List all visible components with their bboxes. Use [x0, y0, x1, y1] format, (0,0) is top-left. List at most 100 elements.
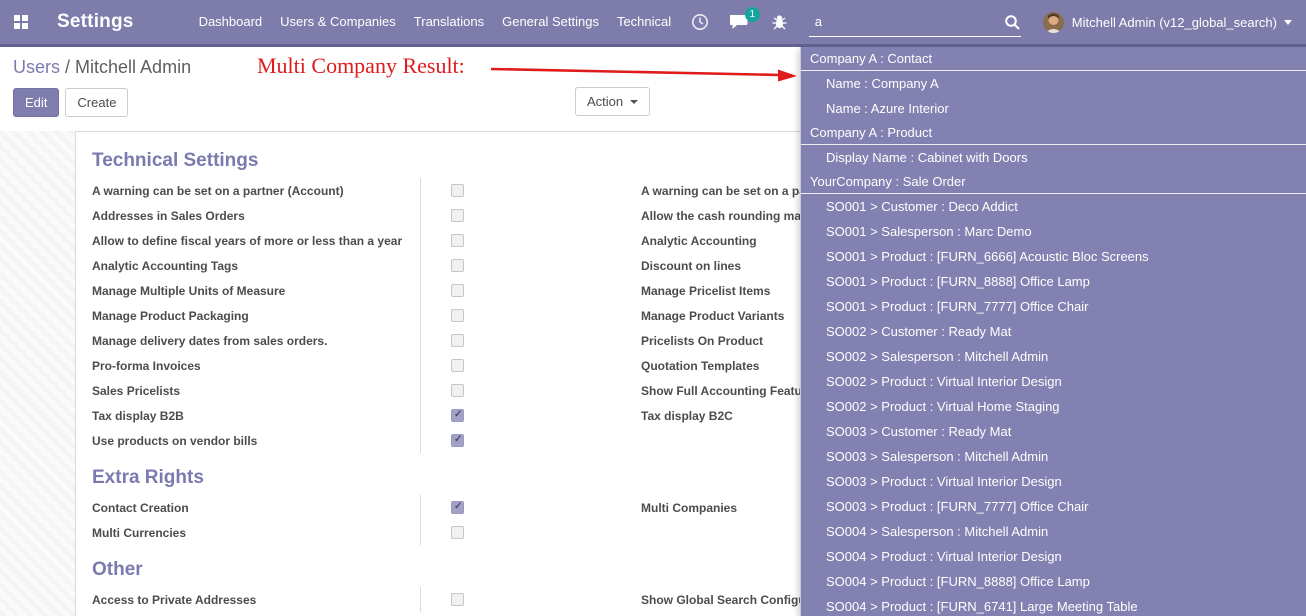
chat-unread-badge: 1 — [744, 6, 760, 22]
search-result-item[interactable]: SO003 > Salesperson : Mitchell Admin — [826, 449, 1049, 464]
checkbox-manage-multiple-units-of-measure[interactable] — [451, 284, 464, 297]
search-result-item[interactable]: SO004 > Salesperson : Mitchell Admin — [826, 524, 1049, 539]
breadcrumb: Users / Mitchell Admin — [13, 57, 191, 78]
user-menu[interactable]: Mitchell Admin (v12_global_search) — [1042, 11, 1292, 33]
search-result-item[interactable]: SO002 > Customer : Ready Mat — [826, 324, 1012, 339]
checkbox-analytic-accounting-tags[interactable] — [451, 259, 464, 272]
caret-down-icon — [630, 99, 639, 104]
search-result-item[interactable]: SO004 > Product : Virtual Interior Desig… — [826, 549, 1062, 564]
checkbox-addresses-in-sales-orders[interactable] — [451, 209, 464, 222]
messaging-chat-icon[interactable]: 1 — [729, 6, 760, 31]
checkbox-allow-to-define-fiscal-years-of-more-or-less-than-a-year[interactable] — [451, 234, 464, 247]
search-result-group-company-a-contact[interactable]: Company A : Contact — [801, 47, 1306, 71]
search-result-item[interactable]: SO003 > Customer : Ready Mat — [826, 424, 1012, 439]
nav-menu-bar: Dashboard Users & Companies Translations Ge… — [190, 0, 681, 44]
setting-label-addresses-in-sales-orders: Addresses in Sales Orders — [92, 208, 245, 223]
setting-label-pro-forma-invoices: Pro-forma Invoices — [92, 358, 201, 373]
action-dropdown-button[interactable]: Action — [575, 87, 651, 116]
checkbox-pro-forma-invoices[interactable] — [451, 359, 464, 372]
global-search-box — [808, 7, 1021, 37]
setting-label-manage-delivery-dates-from-sales-orders: Manage delivery dates from sales orders. — [92, 333, 328, 348]
form-sections: Technical Settings A warning can be set o… — [92, 147, 1230, 612]
section-technical-settings: Technical Settings A warning can be set o… — [92, 147, 1230, 453]
setting-label-manage-multiple-units-of-measure: Manage Multiple Units of Measure — [92, 283, 286, 298]
edit-button[interactable]: Edit — [13, 88, 60, 117]
systray: 1 Mitchell Admin (v12_global_search) — [691, 6, 1306, 37]
annotation-arrow — [490, 67, 797, 82]
section-title: Extra Rights — [92, 467, 204, 488]
caret-down-icon — [1284, 19, 1292, 25]
global-search-input[interactable] — [808, 14, 1004, 36]
setting-label-multi-currencies: Multi Currencies — [92, 525, 187, 540]
setting-row: Analytic Accounting Tags — [92, 253, 641, 278]
search-result-group-yourcompany-sale-order[interactable]: YourCompany : Sale Order — [801, 170, 1306, 194]
nav-menu-translations[interactable]: Translations — [413, 14, 485, 29]
setting-label-pricelists-on-product: Pricelists On Product — [641, 333, 764, 348]
search-result-item[interactable]: SO001 > Product : [FURN_8888] Office Lam… — [826, 274, 1090, 289]
search-result-item[interactable]: SO004 > Product : [FURN_8888] Office Lam… — [826, 574, 1090, 589]
app-title[interactable]: Settings — [57, 11, 134, 32]
setting-row: Allow to define fiscal years of more or … — [92, 228, 641, 253]
annotation-label: Multi Company Result: — [257, 53, 465, 78]
nav-menu-dashboard[interactable]: Dashboard — [198, 14, 263, 29]
checkbox-multi-currencies[interactable] — [451, 526, 464, 539]
search-result-item[interactable]: SO001 > Product : [FURN_7777] Office Cha… — [826, 299, 1089, 314]
setting-label-quotation-templates: Quotation Templates — [641, 358, 760, 373]
setting-row: Contact Creation — [92, 495, 641, 520]
activities-clock-icon[interactable] — [691, 13, 709, 31]
search-result-item[interactable]: SO001 > Customer : Deco Addict — [826, 199, 1018, 214]
create-button[interactable]: Create — [65, 88, 129, 117]
setting-label-manage-pricelist-items: Manage Pricelist Items — [641, 283, 771, 298]
setting-label-multi-companies: Multi Companies — [641, 500, 738, 515]
setting-row: Use products on vendor bills — [92, 428, 641, 453]
setting-label-show-full-accounting-features: Show Full Accounting Features — [641, 383, 820, 398]
checkbox-use-products-on-vendor-bills[interactable] — [451, 434, 464, 447]
setting-label-allow-to-define-fiscal-years-of-more-or-less-than-a-year: Allow to define fiscal years of more or … — [92, 233, 403, 248]
nav-menu-general-settings[interactable]: General Settings — [502, 14, 599, 29]
apps-grid-icon[interactable] — [14, 15, 28, 29]
setting-label-discount-on-lines: Discount on lines — [641, 258, 742, 273]
breadcrumb-current: Mitchell Admin — [75, 57, 192, 77]
setting-row: Pro-forma Invoices — [92, 353, 641, 378]
section-title: Technical Settings — [92, 150, 259, 171]
search-result-item[interactable]: SO002 > Product : Virtual Interior Desig… — [826, 374, 1062, 389]
setting-row: Multi Currencies — [92, 520, 641, 545]
search-result-item[interactable]: SO004 > Product : [FURN_6741] Large Meet… — [826, 599, 1138, 614]
setting-label-contact-creation: Contact Creation — [92, 500, 189, 515]
search-result-item[interactable]: SO003 > Product : [FURN_7777] Office Cha… — [826, 499, 1089, 514]
setting-label-manage-product-packaging: Manage Product Packaging — [92, 308, 249, 323]
search-result-item[interactable]: SO003 > Product : Virtual Interior Desig… — [826, 474, 1062, 489]
nav-menu-users-companies[interactable]: Users & Companies — [280, 14, 396, 29]
setting-label-access-to-private-addresses: Access to Private Addresses — [92, 592, 257, 607]
setting-label-tax-display-b2b: Tax display B2B — [92, 408, 184, 423]
search-result-group-company-a-product[interactable]: Company A : Product — [801, 121, 1306, 145]
setting-row: Manage delivery dates from sales orders. — [92, 328, 641, 353]
checkbox-manage-product-packaging[interactable] — [451, 309, 464, 322]
search-result-item[interactable]: SO002 > Salesperson : Mitchell Admin — [826, 349, 1049, 364]
bug-icon[interactable] — [771, 13, 788, 31]
checkbox-tax-display-b2b[interactable] — [451, 409, 464, 422]
magnifier-icon[interactable] — [1004, 14, 1021, 31]
checkbox-manage-delivery-dates-from-sales-orders[interactable] — [451, 334, 464, 347]
checkbox-access-to-private-addresses[interactable] — [451, 593, 464, 606]
setting-label-manage-product-variants: Manage Product Variants — [641, 308, 785, 323]
top-navbar: Settings Dashboard Users & Companies Trans… — [0, 0, 1306, 47]
setting-row: Manage Product Packaging — [92, 303, 641, 328]
section-title: Other — [92, 559, 143, 580]
breadcrumb-users-link[interactable]: Users — [13, 57, 61, 77]
search-result-item[interactable]: Name : Company A — [826, 76, 939, 91]
search-result-item[interactable]: SO001 > Product : [FURN_6666] Acoustic B… — [826, 249, 1149, 264]
search-result-item[interactable]: SO001 > Salesperson : Marc Demo — [826, 224, 1032, 239]
setting-row: Tax display B2B — [92, 403, 641, 428]
search-result-item[interactable]: SO002 > Product : Virtual Home Staging — [826, 399, 1060, 414]
checkbox-a-warning-can-be-set-on-a-partner-account[interactable] — [451, 184, 464, 197]
setting-label-show-global-search-configuration: Show Global Search Configuration — [641, 592, 840, 607]
setting-row: Access to Private Addresses — [92, 587, 641, 612]
section-other: Other Access to Private Addresses Show Glo… — [92, 556, 1230, 612]
user-name: Mitchell Admin (v12_global_search) — [1071, 14, 1277, 30]
nav-menu-technical[interactable]: Technical — [616, 14, 672, 29]
checkbox-sales-pricelists[interactable] — [451, 384, 464, 397]
search-result-item[interactable]: Display Name : Cabinet with Doors — [826, 150, 1028, 165]
search-result-item[interactable]: Name : Azure Interior — [826, 101, 949, 116]
checkbox-contact-creation[interactable] — [451, 501, 464, 514]
